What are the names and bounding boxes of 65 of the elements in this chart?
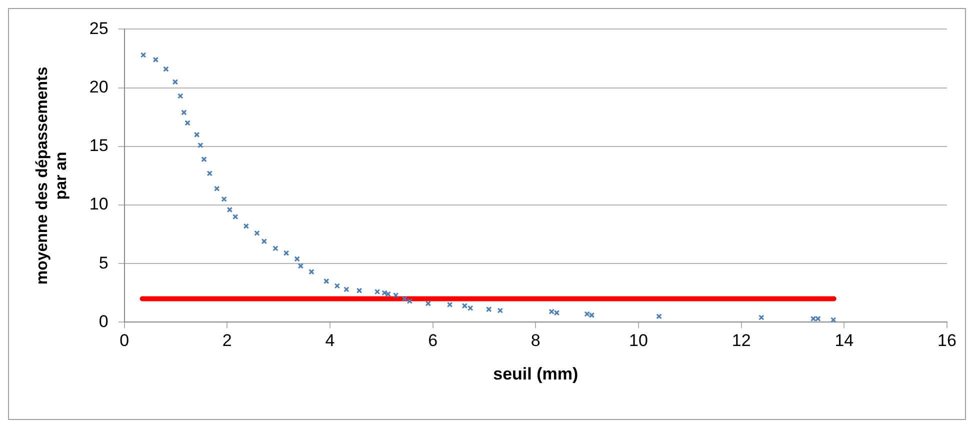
point: [221, 196, 227, 202]
point: [385, 291, 391, 297]
point: [467, 305, 474, 312]
x-axis-title: seuil (mm): [493, 364, 578, 384]
y-tick-label: 25: [89, 18, 108, 38]
point: [554, 310, 560, 316]
x-tick-label: 6: [428, 331, 438, 350]
x-tick-label: 8: [530, 331, 540, 350]
point: [356, 288, 362, 294]
point: [402, 296, 408, 302]
point: [163, 66, 169, 72]
point: [194, 132, 200, 138]
point: [497, 308, 504, 314]
y-tick-label: 0: [98, 312, 108, 331]
point: [374, 288, 380, 295]
point: [198, 142, 204, 148]
point: [206, 170, 213, 176]
y-axis-title: moyenne des dépassements par an: [34, 66, 70, 285]
point: [181, 110, 187, 116]
point: [152, 56, 159, 63]
point: [758, 314, 764, 320]
point: [382, 290, 388, 296]
point: [308, 268, 314, 275]
point: [294, 256, 300, 262]
x-tick-label: 2: [222, 331, 232, 350]
point: [226, 206, 233, 213]
x-tick-label: 16: [938, 331, 956, 350]
x-tick-label: 0: [120, 331, 130, 350]
x-tick-label: 4: [325, 331, 335, 350]
point: [201, 156, 207, 162]
y-tick-label: 5: [98, 253, 108, 272]
point: [184, 120, 190, 126]
point: [243, 223, 250, 229]
point: [324, 278, 330, 284]
point: [486, 306, 492, 312]
point: [830, 316, 836, 322]
x-tick-label: 12: [732, 331, 751, 350]
point: [140, 52, 146, 58]
point: [272, 245, 278, 252]
point: [298, 263, 304, 269]
point: [406, 298, 413, 304]
point: [815, 316, 821, 322]
point: [810, 316, 816, 322]
y-tick-label: 15: [89, 136, 108, 156]
point: [446, 302, 453, 308]
point: [177, 93, 184, 99]
point: [344, 286, 350, 292]
point: [548, 308, 554, 315]
point: [588, 312, 595, 318]
x-tick-label: 14: [834, 331, 854, 350]
point: [254, 230, 260, 236]
point: [584, 311, 590, 317]
point: [656, 313, 662, 320]
x-tick-label: 10: [629, 331, 648, 350]
point: [425, 300, 432, 306]
point: [392, 292, 399, 298]
y-tick-label: 20: [89, 77, 108, 96]
point: [283, 250, 290, 256]
point: [232, 214, 238, 220]
y-tick-label: 10: [89, 194, 108, 214]
point: [214, 186, 220, 192]
point: [172, 79, 178, 85]
point: [261, 238, 268, 244]
point: [334, 282, 340, 289]
point: [462, 302, 468, 309]
